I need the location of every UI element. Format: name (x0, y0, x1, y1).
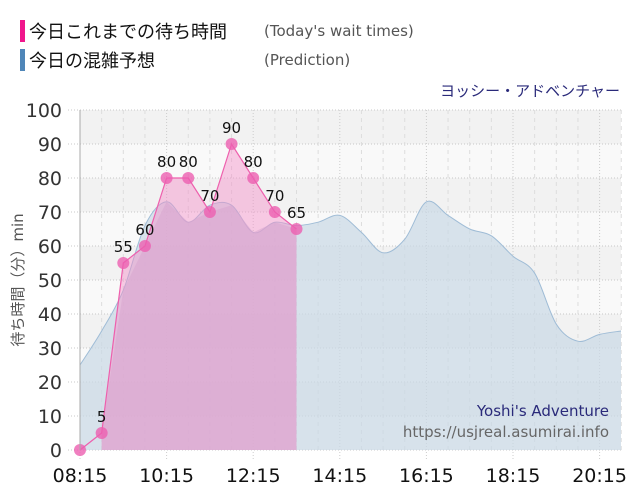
plot-band (80, 110, 621, 144)
legend-today: 今日これまでの待ち時間 (Today's wait times) (20, 19, 414, 43)
data-point-label: 80 (244, 153, 263, 171)
y-tick-label: 100 (26, 100, 62, 122)
data-point (182, 172, 195, 184)
data-point (203, 206, 216, 218)
y-tick-label: 60 (38, 236, 62, 258)
attraction-name: ヨッシー・アドベンチャー (440, 82, 620, 100)
data-point-label: 5 (97, 408, 107, 426)
legend-prediction-label: 今日の混雑予想 (29, 51, 155, 72)
today-area (74, 138, 303, 456)
y-tick-label: 30 (38, 338, 62, 360)
axes: 08:15 10:15 12:15 14:15 16:15 18:15 20:15 (53, 110, 627, 487)
y-tick-label: 10 (38, 406, 62, 428)
data-point (117, 257, 130, 269)
y-tick-label: 0 (50, 440, 62, 462)
data-point (225, 138, 238, 150)
data-point-label: 65 (287, 204, 306, 222)
y-axis-label: 待ち時間（分）min (9, 213, 27, 346)
y-tick-label: 20 (38, 372, 62, 394)
x-tick-label: 12:15 (226, 465, 281, 487)
data-point (95, 427, 108, 439)
x-tick-label: 08:15 (53, 465, 108, 487)
legend-prediction-label-en: (Prediction) (264, 51, 351, 69)
legend-prediction: 今日の混雑予想 (Prediction) (20, 48, 350, 72)
watermark-url: https://usjreal.asumirai.info (403, 423, 609, 441)
data-point (268, 206, 281, 218)
prediction-line (79, 200, 622, 366)
data-point (247, 172, 260, 184)
data-point-label: 70 (265, 187, 284, 205)
y-tick-label: 40 (38, 304, 62, 326)
legend-today-label-en: (Today's wait times) (264, 22, 414, 40)
data-point-label: 70 (200, 187, 219, 205)
x-tick-label: 10:15 (139, 465, 194, 487)
x-tick-label: 14:15 (312, 465, 367, 487)
data-point (138, 240, 151, 252)
data-point-label: 80 (157, 153, 176, 171)
y-tick-label: 50 (38, 270, 62, 292)
watermark-title: Yoshi's Adventure (476, 402, 609, 420)
data-point-label: 90 (222, 119, 241, 137)
y-tick-label: 90 (38, 134, 62, 156)
data-point-label: 60 (135, 221, 154, 239)
y-tick-label: 80 (38, 168, 62, 190)
data-point-label: 55 (114, 238, 133, 256)
data-point (160, 172, 173, 184)
data-point-label: 80 (179, 153, 198, 171)
today-overlap-fill (101, 201, 297, 450)
legend-today-label: 今日これまでの待ち時間 (29, 22, 227, 43)
x-tick-label: 18:15 (486, 465, 541, 487)
today-color-marker (20, 20, 25, 42)
y-tick-label: 70 (38, 202, 62, 224)
x-tick-label: 16:15 (399, 465, 454, 487)
prediction-color-marker (20, 49, 25, 71)
x-tick-label: 20:15 (572, 465, 627, 487)
plot-band (80, 144, 621, 178)
data-point (290, 223, 303, 235)
